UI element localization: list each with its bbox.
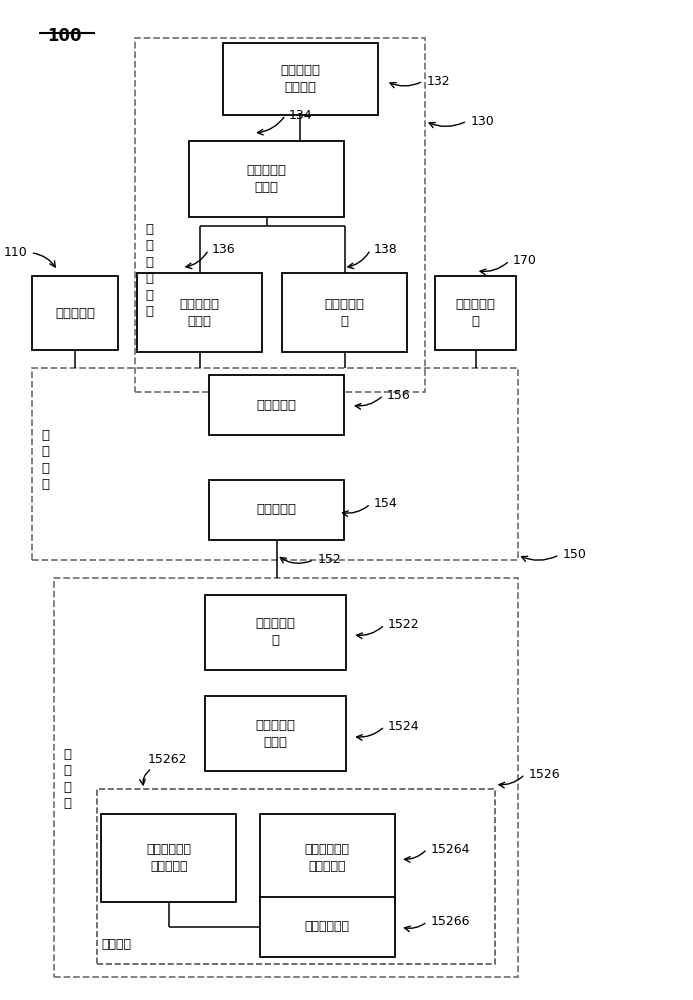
Bar [137, 273, 262, 352]
Text: 156: 156 [387, 389, 410, 402]
Text: 154: 154 [374, 497, 398, 510]
Text: 1524: 1524 [388, 720, 420, 733]
Text: 高通滤波单
元: 高通滤波单 元 [324, 298, 365, 328]
Text: 1526: 1526 [528, 768, 560, 781]
Text: 三轴加速度
计算单元: 三轴加速度 计算单元 [281, 64, 320, 94]
Text: 15264: 15264 [430, 843, 470, 856]
Text: 150: 150 [563, 548, 587, 561]
Bar [223, 43, 378, 115]
Bar [435, 276, 516, 350]
Bar [282, 273, 407, 352]
Text: 放大修正单元: 放大修正单元 [305, 920, 350, 933]
Text: 第一低通滤
波单元: 第一低通滤 波单元 [247, 164, 287, 194]
Text: 170: 170 [513, 254, 537, 267]
Text: 100: 100 [47, 27, 82, 45]
Bar [204, 595, 346, 670]
Bar [135, 38, 426, 392]
Text: 运动状态获
取单元: 运动状态获 取单元 [256, 719, 295, 749]
Text: 15262: 15262 [148, 753, 187, 766]
Text: 15266: 15266 [430, 915, 470, 928]
Bar [32, 368, 518, 560]
Bar [32, 276, 119, 350]
Text: 归一化模块: 归一化模块 [257, 399, 297, 412]
Text: 138: 138 [374, 243, 398, 256]
Bar [54, 578, 518, 977]
Bar [260, 814, 395, 902]
Bar [260, 897, 395, 957]
Text: 1522: 1522 [388, 618, 420, 631]
Text: 主控制模块: 主控制模块 [257, 503, 297, 516]
Bar [204, 696, 346, 771]
Bar [97, 789, 495, 964]
Text: 第一波峰、波
谷计算单元: 第一波峰、波 谷计算单元 [146, 843, 191, 873]
Text: 第二低通滤
波单元: 第二低通滤 波单元 [179, 298, 220, 328]
Text: 130: 130 [471, 115, 494, 128]
Text: 修
正
模
块: 修 正 模 块 [64, 748, 71, 810]
Text: 134: 134 [289, 109, 313, 122]
Text: 132: 132 [426, 75, 450, 88]
Text: 压力传感器: 压力传感器 [55, 307, 95, 320]
Text: 136: 136 [212, 243, 236, 256]
Text: 三
轴
加
速
度
计: 三 轴 加 速 度 计 [146, 223, 153, 318]
Bar [189, 141, 344, 217]
Text: 运动量检测
器: 运动量检测 器 [456, 298, 495, 328]
Text: 第二波峰、波
谷计算单元: 第二波峰、波 谷计算单元 [305, 843, 350, 873]
Text: 152: 152 [318, 553, 342, 566]
Text: 110: 110 [3, 246, 27, 259]
Bar [209, 480, 344, 540]
Bar [101, 814, 236, 902]
Bar [209, 375, 344, 435]
Text: 姿态获取单
元: 姿态获取单 元 [256, 617, 295, 647]
Text: 微
控
制
器: 微 控 制 器 [42, 429, 49, 491]
Text: 修正单元: 修正单元 [101, 938, 132, 951]
